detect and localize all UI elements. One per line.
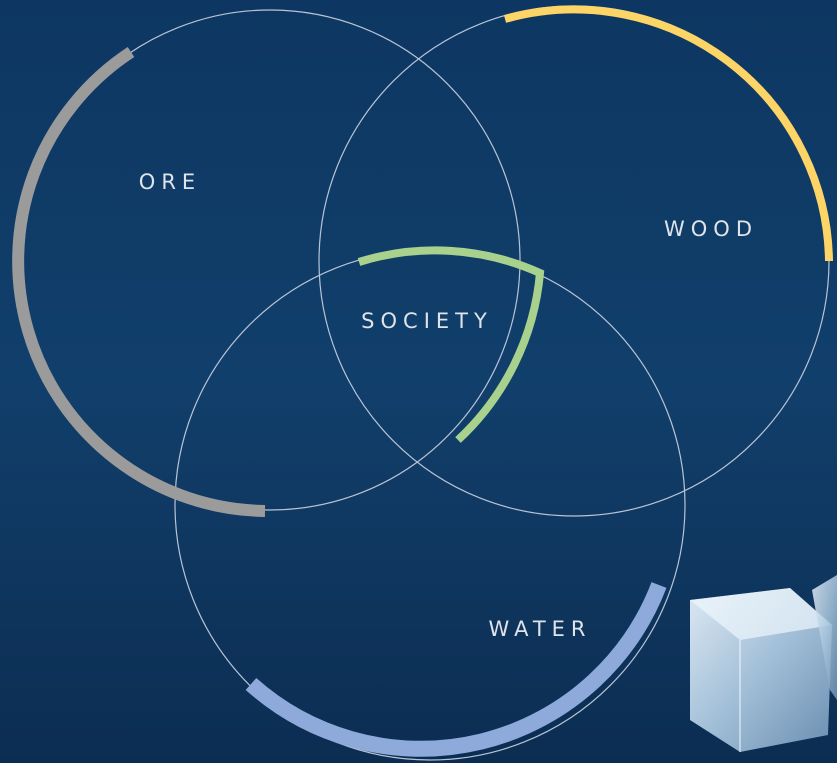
ice-cubes xyxy=(690,575,837,752)
wood-label: WOOD xyxy=(664,217,758,241)
society-label: SOCIETY xyxy=(361,309,493,333)
water-label: WATER xyxy=(488,617,591,641)
diagram: ORE WOOD SOCIETY WATER xyxy=(0,0,837,763)
ore-label: ORE xyxy=(139,170,201,194)
